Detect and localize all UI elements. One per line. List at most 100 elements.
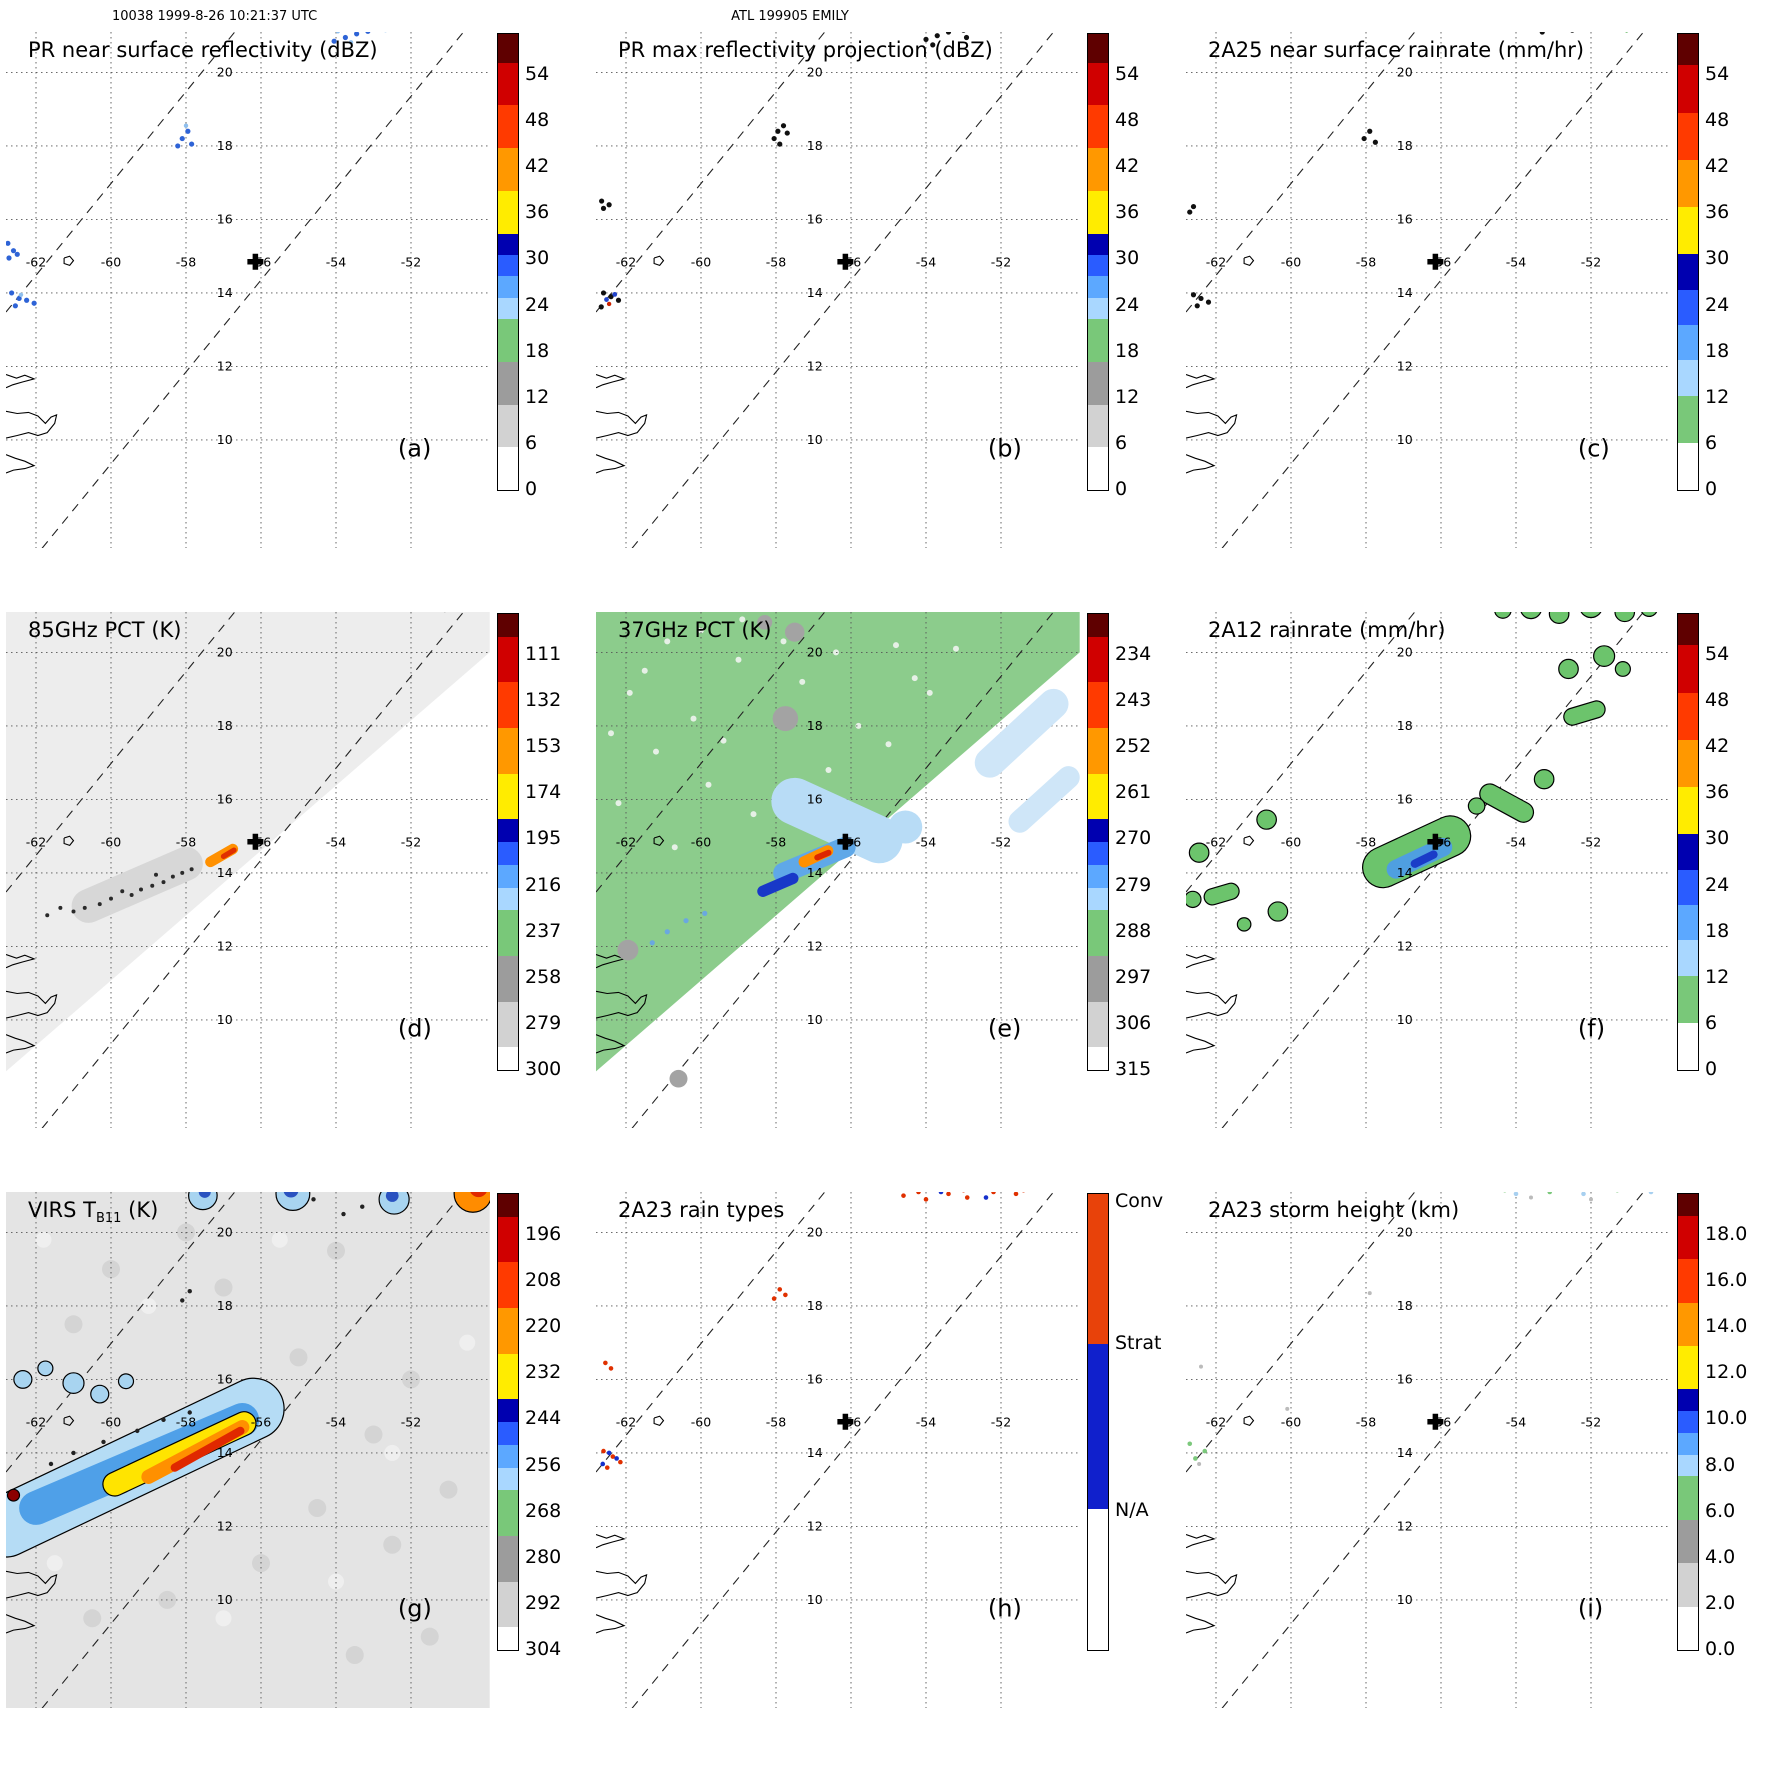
lat-tick-label: 10 xyxy=(1397,1592,1413,1607)
lon-tick-label: -62 xyxy=(26,254,46,269)
panel-a: -62 -60 -58 -56 -54 -52 10 12 14 16 18 20 (a) PR near… xyxy=(0,30,590,610)
coastline xyxy=(6,835,75,1054)
graticule xyxy=(1186,32,1670,548)
lat-tick-label: 10 xyxy=(217,432,233,447)
colorbar-label: 18 xyxy=(1115,339,1140,362)
swath-edge-lines xyxy=(1186,1192,1644,1708)
panel-title: 85GHz PCT (K) xyxy=(28,618,182,642)
colorbar-label: 0 xyxy=(1705,1058,1718,1080)
colorbar-label: 111 xyxy=(525,643,562,666)
storm-center-marker xyxy=(1427,253,1444,270)
panel-letter: (c) xyxy=(1578,434,1610,462)
colorbar xyxy=(1087,33,1109,491)
lon-tick-label: -54 xyxy=(1506,254,1526,269)
lat-tick-label: 18 xyxy=(217,718,233,733)
swath-edge-lines xyxy=(1186,32,1644,548)
colorbar-label: N/A xyxy=(1115,1498,1149,1521)
lon-tick-label: -58 xyxy=(766,1414,786,1429)
swath-edge-lines xyxy=(1186,612,1644,1128)
graticule xyxy=(1186,612,1670,1128)
features-over xyxy=(1187,32,1629,309)
colorbar-label: 292 xyxy=(525,1591,562,1614)
colorbar-label: 18 xyxy=(1705,339,1730,362)
graticule xyxy=(596,612,1080,1128)
swath-edge-lines xyxy=(596,32,1054,548)
lat-tick-label: 10 xyxy=(807,1012,823,1027)
graticule xyxy=(6,1192,490,1708)
lat-tick-label: 12 xyxy=(217,358,233,373)
storm-center-marker xyxy=(247,253,264,270)
graticule xyxy=(6,32,490,548)
lon-tick-label: -62 xyxy=(26,1414,46,1429)
lat-tick-label: 20 xyxy=(1397,644,1413,659)
colorbar-labels: 54 48 42 36 30 24 18 12 6 0 xyxy=(1705,33,1767,499)
lat-tick-label: 20 xyxy=(807,64,823,79)
storm-center-marker xyxy=(837,833,854,850)
colorbar xyxy=(497,1193,519,1651)
colorbar xyxy=(1677,33,1699,491)
lon-tick-label: -52 xyxy=(1581,1414,1601,1429)
lon-tick-label: -54 xyxy=(1506,834,1526,849)
map-h: -62 -60 -58 -56 -54 -52 10 12 14 16 18 20 (h) xyxy=(596,1192,1080,1708)
orbit-timestamp: 10038 1999-8-26 10:21:37 UTC xyxy=(112,9,318,24)
panel-letter: (i) xyxy=(1578,1594,1603,1622)
panel-b: -62 -60 -58 -56 -54 -52 10 12 14 16 18 20 (b) PR max … xyxy=(590,30,1180,610)
features-over xyxy=(598,32,970,310)
storm-center-marker xyxy=(837,253,854,270)
map-c: -62 -60 -58 -56 -54 -52 10 12 14 16 18 20 (c) xyxy=(1186,32,1670,548)
colorbar-label: 48 xyxy=(1705,109,1730,132)
storm-id: ATL 199905 EMILY xyxy=(731,9,849,24)
colorbar xyxy=(497,33,519,491)
lat-tick-label: 20 xyxy=(807,1224,823,1239)
coastline xyxy=(1186,255,1255,474)
lat-tick-label: 12 xyxy=(1397,1518,1413,1533)
graticule xyxy=(596,32,1080,548)
swath-edge-lines xyxy=(6,612,464,1128)
colorbar-label: 48 xyxy=(1705,689,1730,712)
swath-edge-lines xyxy=(6,1192,464,1708)
lon-tick-label: -52 xyxy=(401,1414,421,1429)
colorbar-labels: 18.0 16.0 14.0 12.0 10.0 8.0 6.0 4.0 2.0 0.0 xyxy=(1705,1193,1767,1659)
colorbar-label: 18.0 xyxy=(1705,1223,1748,1246)
lat-tick-label: 18 xyxy=(807,718,823,733)
panel-letter: (g) xyxy=(398,1594,432,1622)
storm-center-marker xyxy=(1427,833,1444,850)
lon-tick-label: -52 xyxy=(1581,834,1601,849)
colorbar-label: 6.0 xyxy=(1705,1499,1736,1522)
lon-tick-label: -60 xyxy=(1281,254,1301,269)
coastline xyxy=(6,255,75,474)
colorbar-label: 36 xyxy=(1115,201,1140,224)
features-over xyxy=(617,614,1080,1088)
lon-tick-label: -58 xyxy=(176,834,196,849)
colorbar-label: 288 xyxy=(1115,919,1152,942)
colorbar-label: 297 xyxy=(1115,965,1152,988)
panel-grid: -62 -60 -58 -56 -54 -52 10 12 14 16 18 20 (a) PR near… xyxy=(0,30,1771,1770)
map-b: -62 -60 -58 -56 -54 -52 10 12 14 16 18 20 (b) xyxy=(596,32,1080,548)
colorbar-label: 30 xyxy=(1115,247,1140,270)
lat-tick-label: 16 xyxy=(217,211,233,226)
colorbar xyxy=(1677,1193,1699,1651)
colorbar-label: 237 xyxy=(525,919,562,942)
lat-tick-label: 10 xyxy=(807,432,823,447)
lon-tick-label: -60 xyxy=(1281,834,1301,849)
lat-tick-label: 16 xyxy=(1397,1371,1413,1386)
storm-center-marker xyxy=(1427,1413,1444,1430)
colorbar-label: 216 xyxy=(525,873,562,896)
colorbar-label: 153 xyxy=(525,735,562,758)
panel-letter: (d) xyxy=(398,1014,432,1042)
features-under xyxy=(6,1192,490,1708)
swath-edge-lines xyxy=(6,32,464,548)
lat-tick-label: 14 xyxy=(1397,865,1413,880)
panel-letter: (a) xyxy=(398,434,431,462)
colorbar xyxy=(1087,613,1109,1071)
lat-tick-label: 20 xyxy=(1397,1224,1413,1239)
colorbar-label: 12 xyxy=(1705,385,1730,408)
lon-tick-label: -54 xyxy=(916,254,936,269)
colorbar-labels: 196 208 220 232 244 256 268 280 292 304 xyxy=(525,1193,587,1659)
lon-tick-label: -56 xyxy=(1431,834,1451,849)
lat-tick-label: 14 xyxy=(217,865,233,880)
colorbar-label: 6 xyxy=(1705,1011,1718,1034)
lat-tick-label: 20 xyxy=(1397,64,1413,79)
lat-tick-label: 16 xyxy=(807,211,823,226)
lat-tick-label: 12 xyxy=(807,358,823,373)
